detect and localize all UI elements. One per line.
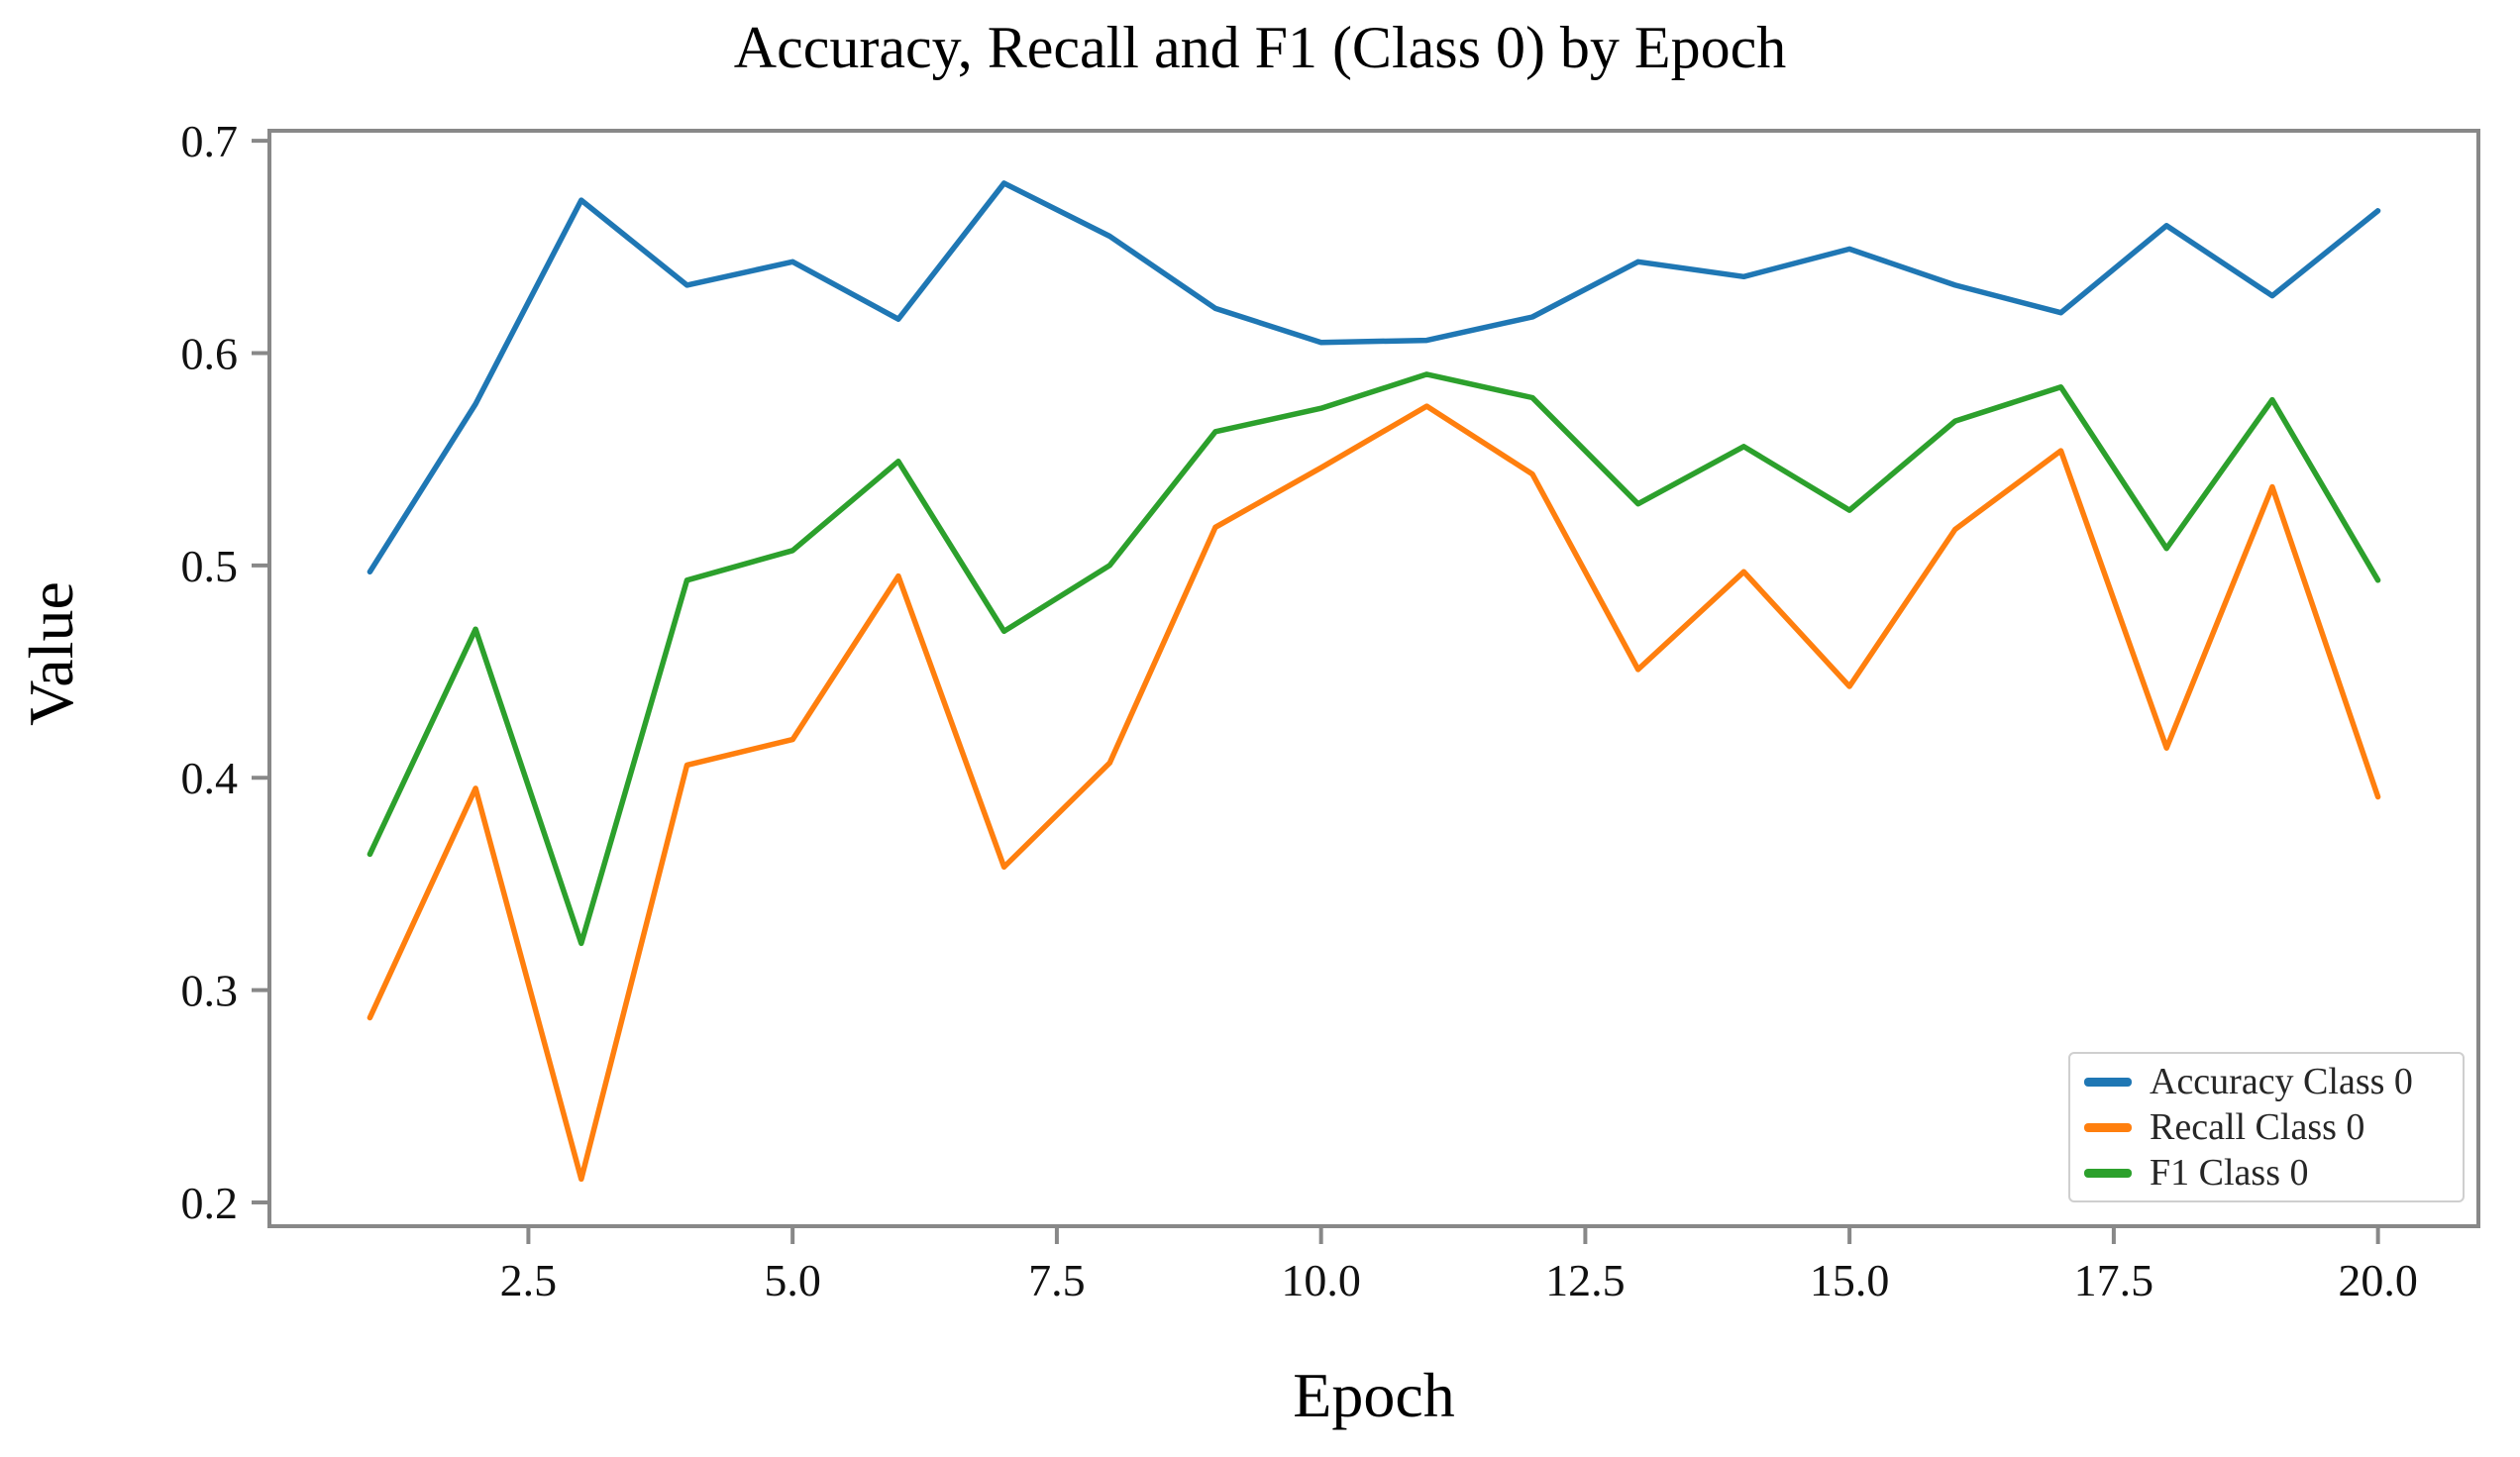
- legend-item: Recall Class 0: [2084, 1105, 2449, 1149]
- x-tick-label: 20.0: [2338, 1255, 2418, 1305]
- x-tick-label: 17.5: [2074, 1255, 2154, 1305]
- legend-label-recall: Recall Class 0: [2150, 1106, 2365, 1148]
- y-axis-label: Value: [16, 581, 86, 726]
- x-tick-label: 2.5: [500, 1255, 558, 1305]
- legend-item: F1 Class 0: [2084, 1151, 2449, 1195]
- legend-swatch-accuracy: [2084, 1077, 2132, 1087]
- y-tick-label: 0.5: [181, 541, 239, 591]
- x-axis-label: Epoch: [1293, 1360, 1455, 1430]
- chart-title: Accuracy, Recall and F1 (Class 0) by Epo…: [733, 15, 1787, 80]
- legend-swatch-f1: [2084, 1168, 2132, 1178]
- legend: Accuracy Class 0 Recall Class 0 F1 Class…: [2068, 1052, 2465, 1202]
- legend-label-f1: F1 Class 0: [2150, 1152, 2309, 1194]
- y-tick-label: 0.7: [181, 116, 239, 166]
- series-line-recall-class-0: [367, 403, 2381, 1183]
- y-tick-label: 0.2: [181, 1178, 239, 1228]
- y-tick-label: 0.4: [181, 753, 239, 803]
- legend-label-accuracy: Accuracy Class 0: [2150, 1061, 2413, 1102]
- plot-frame: [267, 129, 2480, 1228]
- x-tick-label: 12.5: [1545, 1255, 1626, 1305]
- y-tick-label: 0.6: [181, 328, 239, 378]
- x-tick-label: 10.0: [1281, 1255, 1361, 1305]
- y-tick-label: 0.3: [181, 966, 239, 1016]
- x-tick-label: 5.0: [764, 1255, 821, 1305]
- series-line-f1-class-0: [367, 371, 2381, 947]
- series-line-accuracy-class-0: [367, 180, 2381, 575]
- legend-item: Accuracy Class 0: [2084, 1060, 2449, 1103]
- x-tick-label: 15.0: [1810, 1255, 1890, 1305]
- legend-swatch-recall: [2084, 1122, 2132, 1132]
- x-tick-label: 7.5: [1028, 1255, 1086, 1305]
